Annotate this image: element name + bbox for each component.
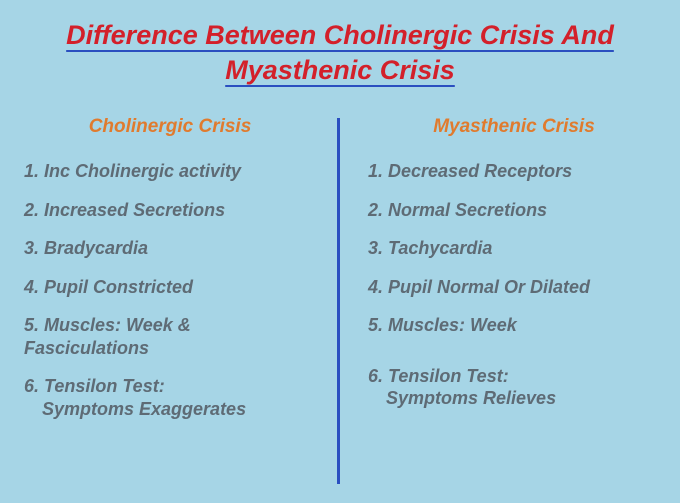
list-item: 6. Tensilon Test: Symptoms Relieves [368,365,660,410]
list-item: 2. Increased Secretions [24,199,316,222]
list-item: 6. Tensilon Test: Symptoms Exaggerates [24,375,316,420]
list-item-line2: Symptoms Relieves [368,387,660,410]
list-item: 5. Muscles: Week & Fasciculations [24,314,316,359]
list-item-line1: 6. Tensilon Test: [24,376,165,396]
left-column: Cholinergic Crisis 1. Inc Cholinergic ac… [24,116,340,424]
list-item: 3. Bradycardia [24,237,316,260]
column-divider [337,118,340,484]
list-item: 4. Pupil Normal Or Dilated [368,276,660,299]
list-item: 3. Tachycardia [368,237,660,260]
title-container: Difference Between Cholinergic Crisis An… [0,0,680,92]
list-item: 1. Inc Cholinergic activity [24,160,316,183]
right-column: Myasthenic Crisis 1. Decreased Receptors… [340,116,660,424]
comparison-columns: Cholinergic Crisis 1. Inc Cholinergic ac… [0,116,680,424]
list-item: 2. Normal Secretions [368,199,660,222]
page-title: Difference Between Cholinergic Crisis An… [40,18,640,88]
right-heading: Myasthenic Crisis [368,116,660,138]
left-heading: Cholinergic Crisis [24,116,316,138]
list-item: 5. Muscles: Week [368,314,660,337]
list-item-line2: Symptoms Exaggerates [24,398,316,421]
list-item: 1. Decreased Receptors [368,160,660,183]
list-item-line1: 6. Tensilon Test: [368,366,509,386]
list-item: 4. Pupil Constricted [24,276,316,299]
